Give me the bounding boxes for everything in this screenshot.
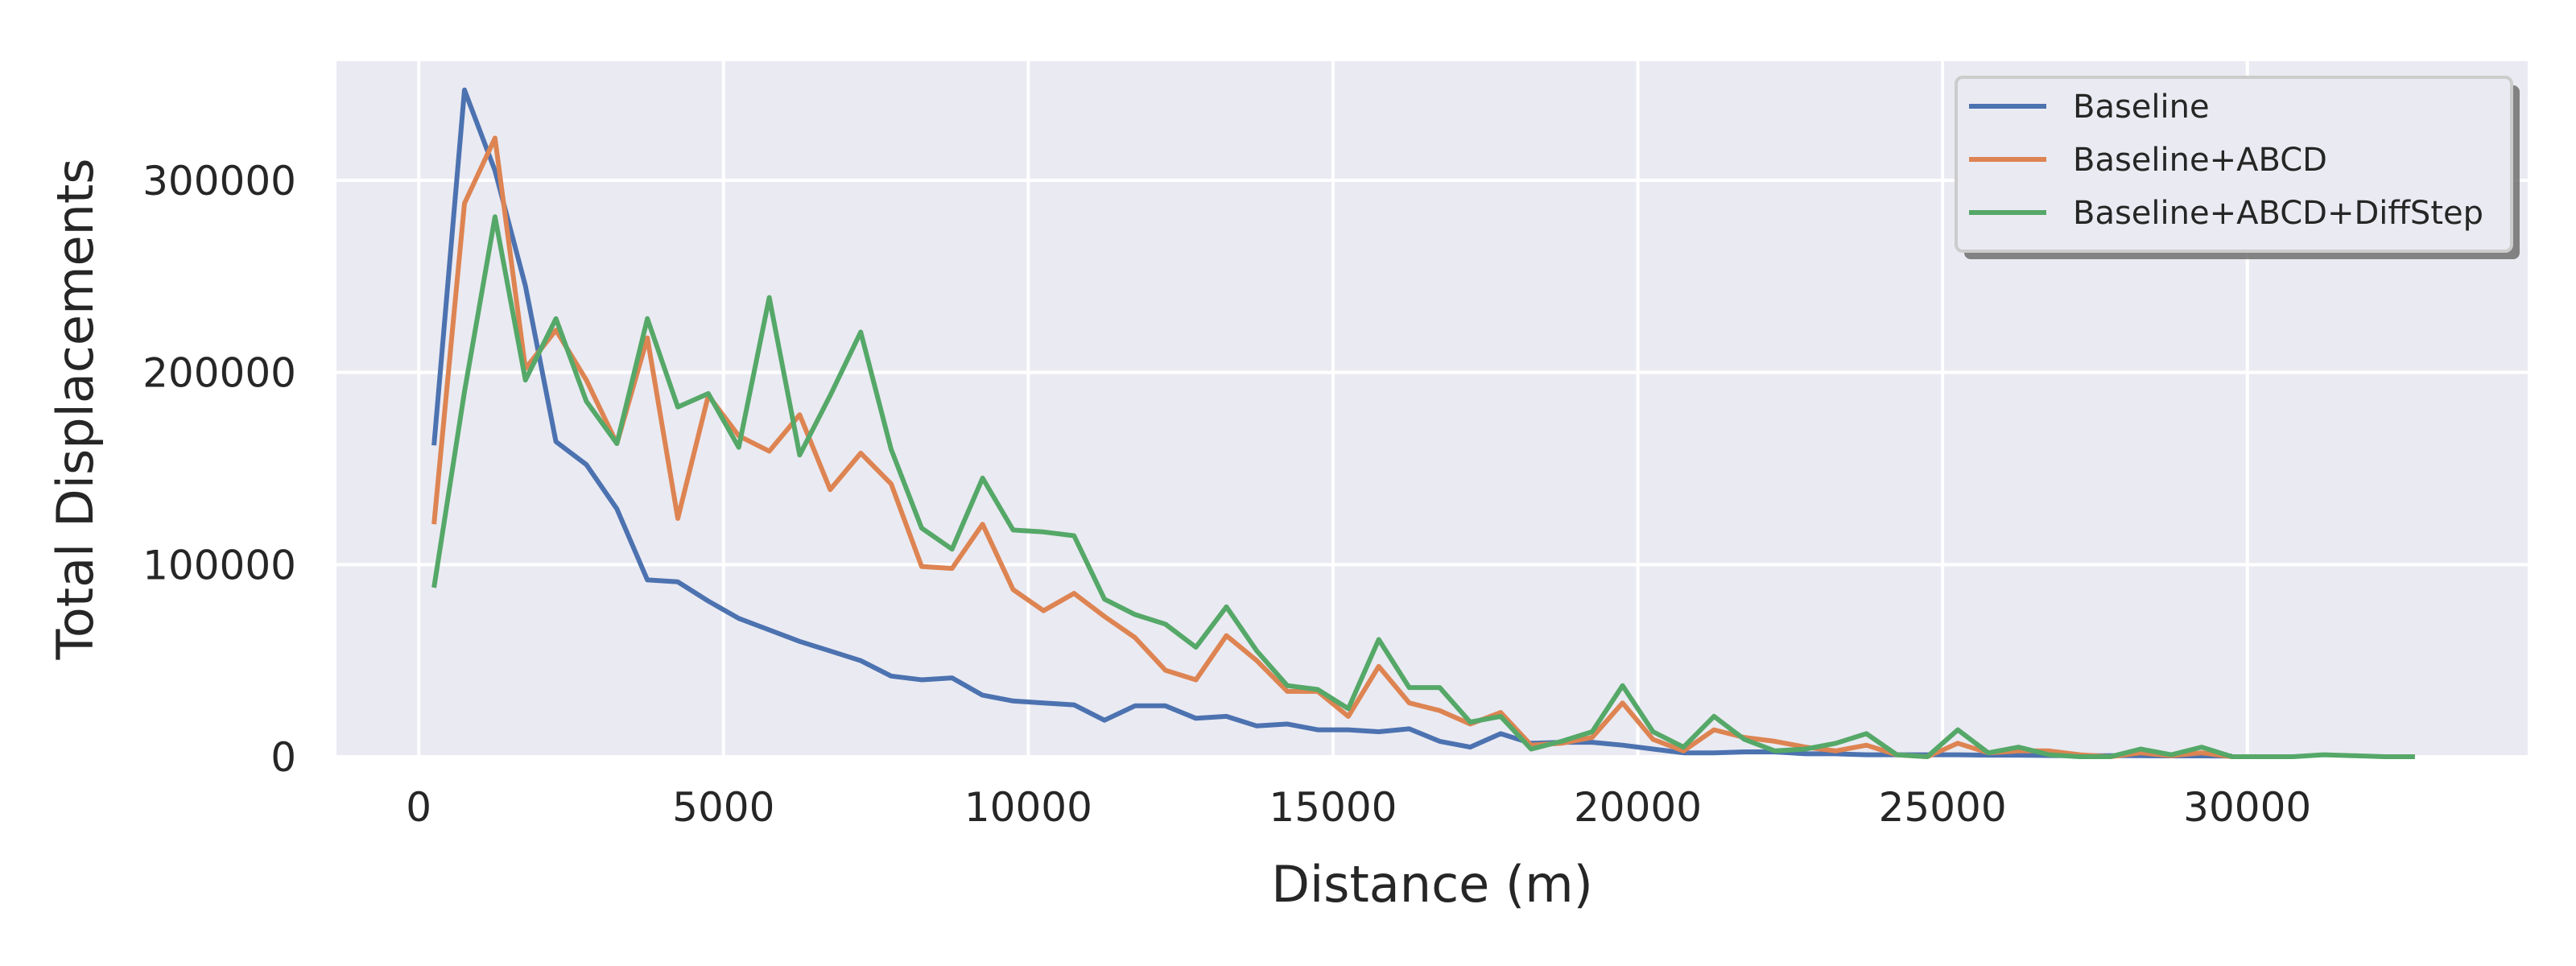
x-tick-label: 5000 bbox=[672, 784, 774, 831]
y-tick-label: 200000 bbox=[142, 350, 296, 397]
axis-ticks: 0 5000 10000 15000 20000 25000 300000100000200… bbox=[142, 158, 2311, 831]
series-lines bbox=[431, 87, 2415, 759]
x-axis-label: Distance (m) bbox=[1271, 855, 1593, 914]
x-tick-label: 15000 bbox=[1269, 784, 1397, 831]
series-line-3 bbox=[431, 214, 2415, 759]
legend-items: Baseline Baseline+ABCD Baseline+ABCD+DiffS… bbox=[1969, 89, 2483, 232]
y-axis-label: Total Displacements bbox=[46, 158, 105, 660]
x-tick-label: 0 bbox=[406, 784, 431, 831]
y-tick-label: 300000 bbox=[142, 158, 296, 204]
y-tick-label: 0 bbox=[270, 734, 296, 781]
x-tick-label: 20000 bbox=[1574, 784, 1702, 831]
x-tick-label: 25000 bbox=[1879, 784, 2007, 831]
legend-label-3: Baseline+ABCD+DiffStep bbox=[2073, 195, 2483, 232]
x-tick-label: 10000 bbox=[964, 784, 1092, 831]
legend: Baseline Baseline+ABCD Baseline+ABCD+DiffS… bbox=[1955, 76, 2520, 259]
legend-box bbox=[1955, 76, 2513, 253]
x-tick-label: 30000 bbox=[2183, 784, 2311, 831]
legend-label-1: Baseline bbox=[2073, 89, 2210, 126]
legend-label-2: Baseline+ABCD bbox=[2073, 142, 2327, 179]
y-tick-label: 100000 bbox=[142, 542, 296, 588]
